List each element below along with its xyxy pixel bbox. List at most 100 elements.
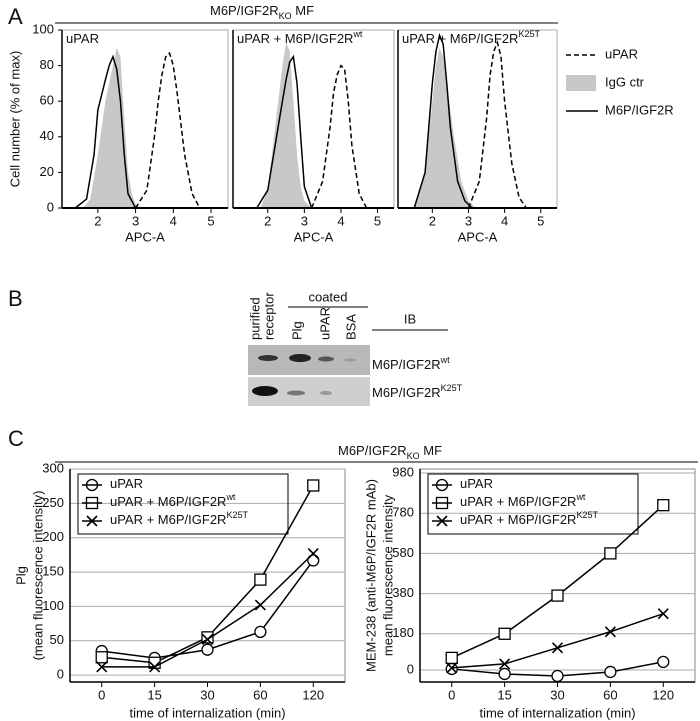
blot-column-label: purified xyxy=(247,297,262,340)
data-point xyxy=(551,589,564,602)
blot-row-label: M6P/IGF2Rwt xyxy=(372,355,450,372)
y-axis-label: Plg xyxy=(13,566,28,585)
y-tick-label: 80 xyxy=(40,57,54,72)
x-tick-label: 120 xyxy=(302,687,324,702)
x-tick-label: 30 xyxy=(200,687,214,702)
data-point xyxy=(96,661,108,673)
legend-label-part: uPAR + M6P/IGF2R xyxy=(110,494,226,509)
legend-label-part: uPAR xyxy=(460,476,493,491)
data-point xyxy=(201,633,214,645)
y-tick-label: 580 xyxy=(392,545,414,560)
histogram-line xyxy=(134,51,201,209)
plot-frame xyxy=(419,468,696,683)
legend-label-part: wt xyxy=(225,492,235,502)
data-point xyxy=(254,573,267,586)
legend-label: IgG ctr xyxy=(605,74,645,89)
y-axis-label: Cell number (% of max) xyxy=(7,51,22,188)
y-tick-label: 0 xyxy=(47,199,54,214)
x-tick-label: 2 xyxy=(264,213,271,228)
y-tick-label: 100 xyxy=(32,21,54,36)
x-axis-label: APC-A xyxy=(125,229,165,244)
histogram-line xyxy=(413,32,473,209)
plot-frame xyxy=(232,29,395,209)
data-point xyxy=(254,599,266,611)
blot-column-label: BSA xyxy=(343,314,358,340)
legend-label-part: uPAR xyxy=(110,476,143,491)
histogram-area xyxy=(82,47,144,208)
x-tick-label: 4 xyxy=(501,213,508,228)
histogram-line xyxy=(74,54,137,209)
x-tick-label: 15 xyxy=(497,687,511,702)
data-point xyxy=(551,669,564,683)
blot-row-label: M6P/IGF2RK25T xyxy=(372,383,463,400)
legend-label: M6P/IGF2R xyxy=(605,102,674,117)
chart-title-part: wt xyxy=(352,29,362,39)
histogram-area xyxy=(414,47,476,208)
panel-header-part: M6P/IGF2R xyxy=(338,443,407,458)
histogram-line xyxy=(310,64,368,209)
legend-swatch xyxy=(566,75,596,91)
panel-label: C xyxy=(8,426,24,451)
x-tick-label: 3 xyxy=(301,213,308,228)
data-point xyxy=(604,547,617,560)
data-point xyxy=(446,662,458,674)
panel-header-part: KO xyxy=(407,451,420,461)
blot-row-label-part: M6P/IGF2R xyxy=(372,385,441,400)
x-tick-label: 0 xyxy=(448,687,455,702)
x-tick-label: 3 xyxy=(132,213,139,228)
panel-header-part: MF xyxy=(292,3,314,18)
x-tick-label: 4 xyxy=(337,213,344,228)
legend-box xyxy=(77,473,289,535)
y-tick-label: 60 xyxy=(40,93,54,108)
chart-title: uPAR + M6P/IGF2RK25T xyxy=(402,29,540,46)
panel-label: A xyxy=(8,4,23,29)
y-tick-label: 780 xyxy=(392,505,414,520)
panel-header: M6P/IGF2RKO MF xyxy=(338,443,442,461)
panel-header-part: KO xyxy=(279,11,292,21)
histogram-line xyxy=(256,54,313,209)
x-axis-label: time of internalization (min) xyxy=(129,705,285,720)
data-point xyxy=(551,642,564,654)
data-point xyxy=(445,651,458,665)
data-point xyxy=(307,554,320,567)
legend-label: uPAR + M6P/IGF2RK25T xyxy=(460,510,598,527)
data-point xyxy=(201,631,214,644)
y-tick-label: 40 xyxy=(40,128,54,143)
chart-title-part: uPAR + M6P/IGF2R xyxy=(402,31,518,46)
legend-label-part: K25T xyxy=(576,510,598,520)
data-point xyxy=(307,479,320,492)
chart-title-part: uPAR xyxy=(66,31,99,46)
x-tick-label: 2 xyxy=(94,213,101,228)
legend-label: uPAR + M6P/IGF2Rwt xyxy=(460,492,586,509)
x-tick-label: 5 xyxy=(207,213,214,228)
chart-title-part: K25T xyxy=(518,29,540,39)
panel-header-part: M6P/IGF2R xyxy=(210,3,279,18)
y-tick-label: 20 xyxy=(40,164,54,179)
y-tick-label: 0 xyxy=(407,661,414,676)
x-tick-label: 0 xyxy=(98,687,105,702)
data-point xyxy=(201,643,214,656)
y-axis-label: (mean fluorescence intensity) xyxy=(30,491,45,661)
blot-row-label-part: wt xyxy=(440,355,450,365)
plot-frame xyxy=(61,29,229,209)
blot-column-label: uPAR xyxy=(317,307,332,340)
legend-label-part: uPAR + M6P/IGF2R xyxy=(110,512,226,527)
x-axis-label: APC-A xyxy=(458,229,498,244)
y-axis-label: mean fluorescence intensity xyxy=(380,494,395,656)
data-point xyxy=(499,658,511,670)
blot-row-label-part: K25T xyxy=(441,383,463,393)
blot-group-label: coated xyxy=(308,289,347,304)
legend-label: uPAR + M6P/IGF2Rwt xyxy=(110,492,236,509)
x-tick-label: 2 xyxy=(429,213,436,228)
panel-header-part: MF xyxy=(420,443,442,458)
data-point xyxy=(657,499,670,512)
legend-box xyxy=(427,473,639,535)
y-tick-label: 300 xyxy=(42,460,64,475)
panel-label: B xyxy=(8,286,23,311)
y-tick-label: 380 xyxy=(392,585,414,600)
legend-label-part: K25T xyxy=(226,510,248,520)
data-point xyxy=(604,665,617,679)
y-tick-label: 50 xyxy=(50,632,64,647)
legend-label: uPAR xyxy=(605,46,638,61)
